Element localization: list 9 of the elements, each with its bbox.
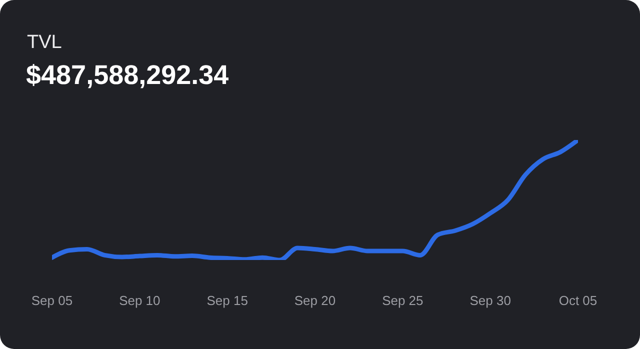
x-tick-label: Sep 20 [294,293,336,308]
x-tick-label: Sep 15 [206,293,248,308]
x-tick-label: Oct 05 [558,293,598,308]
chart-subtitle: $487,588,292.34 [26,60,229,91]
x-tick-label: Sep 05 [31,293,73,308]
x-tick-label: Sep 10 [119,293,160,308]
x-tick-label: Sep 30 [470,293,511,308]
x-tick-label: Sep 25 [382,293,424,308]
chart-title: TVL [27,32,62,54]
